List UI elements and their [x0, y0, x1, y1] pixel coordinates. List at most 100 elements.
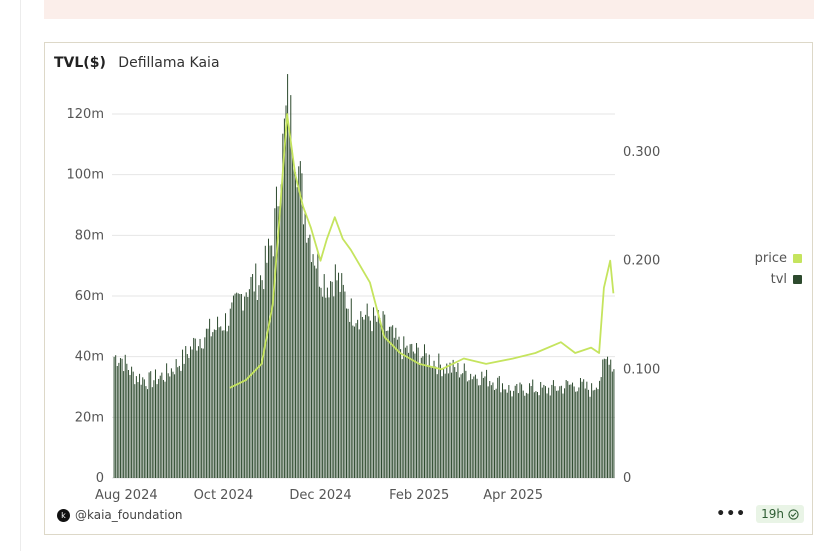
- tvl-bar: [247, 296, 249, 478]
- tvl-bar: [460, 374, 462, 478]
- legend-item-tvl[interactable]: tvl: [755, 269, 802, 290]
- tvl-bar: [162, 379, 164, 478]
- tvl-bar: [293, 167, 295, 478]
- tvl-bar: [217, 316, 219, 478]
- tvl-bar: [431, 367, 433, 478]
- legend-swatch-tvl: [793, 275, 802, 284]
- y-right-tick-label: 0.200: [623, 254, 660, 269]
- tvl-bar: [159, 375, 161, 478]
- tvl-bar: [193, 337, 195, 478]
- tvl-bar: [408, 352, 410, 478]
- tvl-bar: [522, 390, 524, 478]
- tvl-bar: [395, 327, 397, 478]
- tvl-bar: [261, 280, 263, 478]
- tvl-bar: [578, 387, 580, 478]
- tvl-bar: [124, 354, 126, 478]
- tvl-bar: [487, 386, 489, 478]
- tvl-bar: [500, 392, 502, 478]
- tvl-bar: [304, 212, 306, 478]
- tvl-bar: [118, 362, 120, 478]
- legend-item-price[interactable]: price: [755, 248, 802, 269]
- tvl-bar: [508, 385, 510, 478]
- tvl-bar: [119, 358, 121, 478]
- tvl-bar: [166, 363, 168, 478]
- tvl-bar: [463, 363, 465, 478]
- chart-card: TVL($) Defillama Kaia 0 20m 40m 60m 80m 100m 1…: [44, 42, 813, 535]
- chart-title: TVL($): [54, 55, 106, 71]
- tvl-bar: [427, 366, 429, 478]
- author-link[interactable]: k @kaia_foundation: [57, 508, 183, 522]
- tvl-bar: [481, 371, 483, 478]
- tvl-bar: [587, 389, 589, 478]
- tvl-bar: [455, 371, 457, 478]
- tvl-bar: [572, 382, 574, 478]
- tvl-bar: [452, 359, 454, 478]
- tvl-bar: [498, 376, 500, 478]
- tvl-bar: [204, 337, 206, 478]
- tvl-bar: [465, 370, 467, 478]
- tvl-bar: [277, 206, 279, 479]
- tvl-bar: [282, 133, 284, 478]
- tvl-bar: [158, 378, 160, 478]
- tvl-bar: [471, 379, 473, 478]
- tvl-bar: [170, 368, 172, 478]
- tvl-bar: [428, 354, 430, 478]
- tvl-bar: [256, 300, 258, 478]
- tvl-bar: [336, 280, 338, 478]
- tvl-bar: [556, 390, 558, 478]
- y-left-tick-label: 100m: [67, 168, 104, 183]
- tvl-bar: [349, 321, 351, 478]
- tvl-bar: [412, 351, 414, 478]
- freshness-badge: 19h: [756, 505, 804, 523]
- tvl-bar: [180, 370, 182, 478]
- tvl-bar: [384, 314, 386, 478]
- tvl-bar: [420, 357, 422, 478]
- tvl-bar: [505, 389, 507, 478]
- tvl-bar: [132, 371, 134, 478]
- tvl-bar: [242, 310, 244, 478]
- tvl-bar: [548, 387, 550, 478]
- tvl-bar: [552, 380, 554, 478]
- tvl-bar: [229, 308, 231, 478]
- tvl-bar: [603, 358, 605, 478]
- tvl-bar: [272, 256, 274, 478]
- tvl-bar: [135, 376, 137, 478]
- tvl-bar: [584, 388, 586, 478]
- tvl-bar: [422, 356, 424, 478]
- tvl-bar: [583, 379, 585, 478]
- tvl-bar: [369, 320, 371, 478]
- tvl-bar: [368, 316, 370, 478]
- more-options-icon[interactable]: •••: [716, 506, 747, 522]
- tvl-bar: [291, 150, 293, 478]
- top-banner: [44, 0, 814, 19]
- tvl-bar: [459, 377, 461, 478]
- tvl-bar: [599, 380, 601, 478]
- tvl-bar: [576, 391, 578, 478]
- tvl-bar: [579, 377, 581, 478]
- tvl-bar: [489, 380, 491, 478]
- tvl-bar: [322, 296, 324, 478]
- tvl-bar: [570, 384, 572, 478]
- tvl-bar: [285, 105, 287, 478]
- tvl-bar: [131, 366, 133, 478]
- tvl-bar: [333, 296, 335, 478]
- tvl-bar: [513, 390, 515, 478]
- tvl-bar: [529, 383, 531, 478]
- tvl-bar: [186, 354, 188, 478]
- tvl-bar: [602, 359, 604, 478]
- tvl-bar: [239, 294, 241, 478]
- tvl-bar: [501, 383, 503, 478]
- legend-swatch-price: [793, 254, 802, 263]
- tvl-bar: [231, 302, 233, 478]
- x-tick-label: Apr 2025: [483, 488, 543, 503]
- x-tick-label: Aug 2024: [95, 488, 158, 503]
- tvl-bar: [357, 319, 359, 478]
- tvl-bar: [197, 346, 199, 478]
- tvl-bar: [345, 308, 347, 478]
- tvl-bar: [479, 385, 481, 478]
- tvl-bar: [178, 365, 180, 478]
- tvl-bar: [185, 346, 187, 478]
- tvl-bar: [298, 166, 300, 478]
- tvl-bar: [290, 95, 292, 479]
- tvl-bar: [143, 379, 145, 478]
